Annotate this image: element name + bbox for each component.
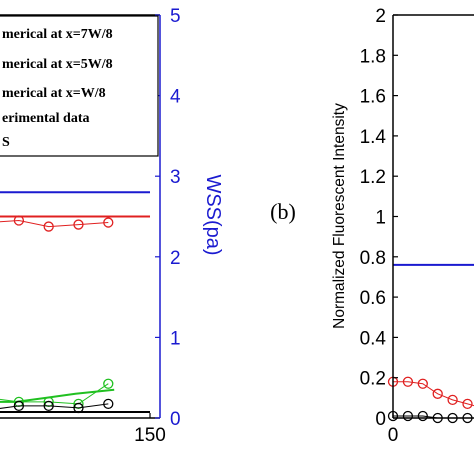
- panel-a-series-layer: [0, 191, 150, 414]
- legend-box: [0, 15, 159, 157]
- panel-b-y-tick-label: 1: [375, 208, 386, 229]
- panel-a-series-5-point: [73, 402, 84, 414]
- panel-a-series-3-point: [103, 217, 114, 228]
- panel-b-series-1-point: [432, 388, 443, 399]
- panel-a-right-ticks: 0 1 2 3 4 5: [155, 6, 181, 430]
- legend-entry-3: merical at x=W/8: [2, 86, 106, 101]
- panel-a-series-5-point: [103, 398, 114, 410]
- panel-b-series-1-point: [462, 398, 473, 410]
- panel-b-y-tick-label: 0.4: [360, 328, 387, 349]
- panel-a-series-3-point: [43, 221, 54, 232]
- panel-a-x-ticks: 0150: [134, 413, 166, 446]
- panel-b-series-1-point: [402, 376, 414, 387]
- legend-entry-5: S: [2, 135, 10, 150]
- panel-b-y-tick-label: 0.2: [360, 369, 386, 390]
- panel-a-right-tick-label: 2: [170, 248, 181, 269]
- panel-a-right-tick-label: 1: [170, 328, 181, 349]
- panel-b-y-tick-label: 2: [375, 6, 386, 27]
- panel-a-right-axis-label: WSS(pa): [202, 174, 224, 255]
- panel-b-y-tick-label: 1.8: [360, 46, 386, 67]
- panel-a-chart: 0 1 2 3 4 5 0150 WSS(pa) merical at x=7W/8 me…: [0, 6, 224, 446]
- panel-b-series-2-point: [402, 410, 414, 422]
- legend-entry-1: merical at x=7W/8: [2, 27, 113, 42]
- panel-b-series-1-point: [417, 378, 428, 389]
- panel-b-series-2-point: [417, 410, 428, 422]
- legend-entry-4: erimental data: [2, 111, 89, 126]
- panel-a-series-4-line: [0, 383, 109, 405]
- panel-b-series-1-point: [447, 394, 458, 406]
- panel-b-y-tick-label: 0.8: [360, 248, 386, 269]
- panel-a-right-tick-label: 3: [170, 167, 181, 188]
- panel-b-y-tick-label: 1.4: [360, 127, 387, 148]
- panel-b-y-ticks: 0 0.2 0.4 0.6 0.8 1 1.2 1.4 1.6 1.8 2: [360, 6, 398, 430]
- panel-b-y-tick-label: 0: [375, 409, 386, 430]
- panel-a-right-tick-label: 4: [170, 87, 181, 108]
- panel-a-right-tick-label: 5: [170, 6, 181, 27]
- panel-b-y-tick-label: 1.2: [360, 167, 386, 188]
- panel-b-x-ticks: 0: [388, 413, 399, 446]
- legend-entry-2: merical at x=5W/8: [2, 57, 113, 72]
- panel-b-y-axis-label: Normalized Fluorescent Intensity: [331, 103, 348, 329]
- panel-b-y-tick-label: 0.6: [360, 288, 386, 309]
- panel-a-x-tick-label: 150: [134, 425, 166, 446]
- panel-b-chart: 0 0.2 0.4 0.6 0.8 1 1.2 1.4 1.6 1.8 2 0 Normalized…: [331, 6, 474, 446]
- panel-a-right-tick-label: 0: [170, 409, 181, 430]
- panel-a-series-4-point: [103, 378, 114, 389]
- panel-b-series-1-line: [393, 381, 474, 407]
- panel-a-series-1-line: [0, 388, 115, 403]
- panel-b-y-tick-label: 1.6: [360, 87, 386, 108]
- panel-b-label: (b): [270, 199, 296, 224]
- panel-a-series-5-point: [43, 400, 54, 412]
- panel-a-series-6-line: [0, 191, 150, 194]
- panel-a-series-3-point: [73, 219, 84, 230]
- panel-a-series-3-point: [13, 215, 25, 226]
- panel-a-series-5-point: [13, 400, 25, 412]
- panel-b-x-tick-label: 0: [388, 425, 399, 446]
- panel-a-legend: merical at x=7W/8 merical at x=5W/8 meri…: [0, 15, 159, 157]
- panel-b-series-layer: [387, 263, 474, 424]
